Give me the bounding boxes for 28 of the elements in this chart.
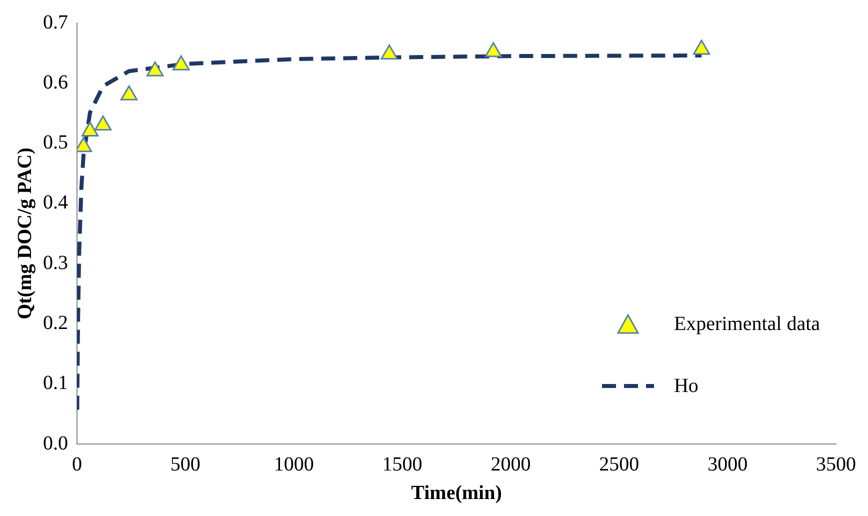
point [693, 40, 710, 55]
x-tick-label: 1000 [274, 453, 314, 476]
point [120, 85, 138, 100]
point [380, 44, 398, 60]
x-tick-label: 3500 [816, 453, 856, 476]
point [81, 122, 99, 137]
y-tick-label: 0.1 [43, 372, 68, 394]
y-tick-label: 0.0 [43, 432, 68, 454]
y-tick-label: 0.7 [43, 11, 68, 34]
x-tick-label: 3000 [708, 453, 748, 476]
x-tick-label: 500 [170, 453, 200, 476]
y-tick-label: 0.3 [43, 252, 68, 274]
legend-label: Experimental data [674, 312, 820, 336]
y-axis-title: Qt(mg DOC/g PAC) [14, 148, 36, 320]
point [172, 55, 190, 70]
y-tick-label: 0.4 [43, 192, 68, 214]
y-tick-label: 0.5 [43, 132, 68, 154]
point [146, 61, 164, 76]
x-tick-label: 2500 [599, 453, 640, 476]
point [484, 42, 502, 58]
y-tick-label: 0.6 [43, 71, 68, 94]
legend-label: Ho [674, 374, 698, 398]
point [94, 115, 112, 130]
x-tick-label: 0 [72, 453, 82, 476]
x-axis-title: Time(min) [411, 482, 502, 504]
x-tick-label: 1500 [382, 453, 422, 476]
x-tick-label: 2000 [490, 453, 531, 476]
y-tick-label: 0.2 [43, 312, 68, 334]
